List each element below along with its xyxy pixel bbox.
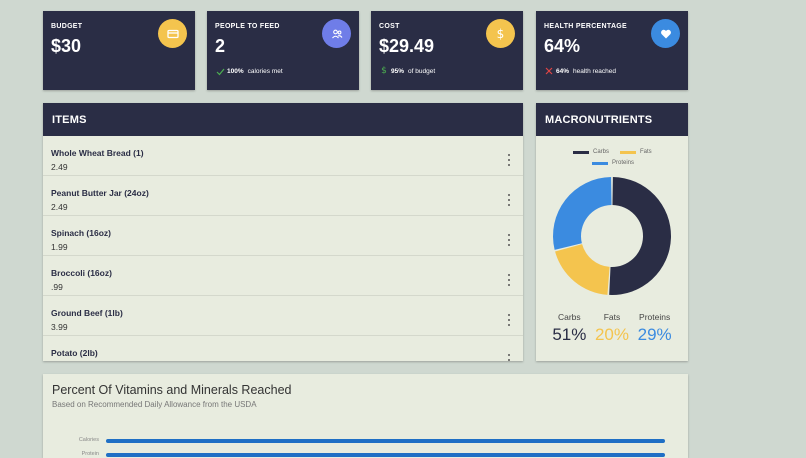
macro-value: 20%	[594, 325, 629, 344]
macro-label: Carbs	[557, 312, 581, 322]
card-title: BUDGET	[51, 23, 83, 30]
list-item[interactable]: Spinach (16oz) 1.99	[43, 216, 523, 256]
people-card: PEOPLE TO FEED 2 100% calories met	[207, 11, 359, 90]
more-vert-icon[interactable]	[507, 194, 511, 206]
calories-bar[interactable]	[106, 439, 665, 443]
card-title: PEOPLE TO FEED	[215, 23, 280, 30]
macronutrients-panel: MACRONUTRIENTS Carbs Fats Proteins Carbs…	[536, 103, 688, 361]
check-icon	[215, 66, 225, 76]
legend-label: Proteins	[612, 160, 635, 166]
item-name: Peanut Butter Jar (24oz)	[51, 188, 149, 198]
legend-swatch	[573, 150, 589, 154]
card-footer: 64% health reached	[544, 66, 616, 76]
donut-slice-carbs[interactable]	[609, 177, 671, 295]
card-title: COST	[379, 23, 400, 30]
card-value: 64%	[544, 36, 581, 56]
items-panel-title: ITEMS	[43, 103, 523, 136]
legend-item-carbs[interactable]: Carbs	[573, 149, 609, 155]
list-item[interactable]: Potato (2lb)	[43, 336, 523, 361]
footer-text: health reached	[573, 67, 617, 75]
list-item[interactable]: Broccoli (16oz) .99	[43, 256, 523, 296]
card-footer: $ 95% of budget	[379, 66, 435, 76]
donut-slice-proteins[interactable]	[553, 177, 612, 250]
item-price: .99	[51, 282, 63, 292]
macro-label: Proteins	[639, 312, 671, 322]
donut-slice-fats[interactable]	[555, 244, 610, 295]
item-price: 2.49	[51, 202, 68, 212]
more-vert-icon[interactable]	[507, 154, 511, 166]
people-icon	[322, 19, 351, 48]
heart-icon	[651, 19, 680, 48]
card-title: HEALTH PERCENTAGE	[544, 23, 628, 30]
x-icon	[544, 66, 554, 76]
legend-label: Fats	[640, 149, 652, 155]
macro-stat-proteins: Proteins 29%	[638, 312, 672, 345]
item-price: 3.99	[51, 322, 68, 332]
card-value: $29.49	[379, 36, 435, 56]
macro-value: 29%	[637, 325, 672, 344]
dollar-icon: $	[486, 19, 515, 48]
item-name: Whole Wheat Bread (1)	[51, 148, 144, 158]
list-item[interactable]: Peanut Butter Jar (24oz) 2.49	[43, 176, 523, 216]
card-footer: 100% calories met	[215, 66, 283, 76]
bar-label: Protein	[81, 451, 99, 457]
dollar-icon: $	[381, 66, 387, 76]
footer-text: of budget	[408, 67, 436, 75]
card-value: $30	[51, 36, 82, 56]
macro-stat-carbs: Carbs 51%	[552, 312, 586, 345]
health-card: HEALTH PERCENTAGE 64% 64% health reached	[536, 11, 688, 90]
protein-bar[interactable]	[106, 453, 665, 457]
bar-label: Calories	[78, 437, 99, 443]
item-price: 1.99	[51, 242, 68, 252]
items-list[interactable]: Whole Wheat Bread (1) 2.49 Peanut Butter…	[43, 136, 523, 361]
vitamins-title: Percent Of Vitamins and Minerals Reached	[52, 383, 292, 397]
macro-label: Fats	[603, 312, 621, 322]
item-name: Ground Beef (1lb)	[51, 308, 123, 318]
macronutrient-donut-chart[interactable]	[536, 171, 688, 311]
items-panel: ITEMS Whole Wheat Bread (1) 2.49 Peanut …	[43, 103, 523, 361]
footer-percent: 95%	[391, 67, 405, 75]
macro-value: 51%	[552, 325, 587, 344]
cost-card: COST $29.49 $ $ 95% of budget	[371, 11, 523, 90]
wallet-icon	[158, 19, 187, 48]
list-item[interactable]: Ground Beef (1lb) 3.99	[43, 296, 523, 336]
vitamins-panel: Percent Of Vitamins and Minerals Reached…	[43, 374, 688, 458]
more-vert-icon[interactable]	[507, 314, 511, 326]
legend-swatch	[620, 150, 636, 154]
legend-item-fats[interactable]: Fats	[620, 149, 652, 155]
macro-stat-fats: Fats 20%	[595, 312, 629, 345]
item-name: Broccoli (16oz)	[51, 268, 112, 278]
more-vert-icon[interactable]	[507, 354, 511, 361]
item-price: 2.49	[51, 162, 68, 172]
macro-stats: Carbs 51% Fats 20% Proteins 29%	[536, 312, 688, 345]
footer-text: calories met	[247, 67, 283, 75]
legend-swatch	[592, 161, 608, 165]
legend-label: Carbs	[593, 149, 610, 155]
budget-card: BUDGET $30	[43, 11, 195, 90]
more-vert-icon[interactable]	[507, 234, 511, 246]
list-item[interactable]: Whole Wheat Bread (1) 2.49	[43, 136, 523, 176]
item-name: Potato (2lb)	[51, 348, 98, 358]
macros-panel-title: MACRONUTRIENTS	[536, 103, 688, 136]
card-value: 2	[215, 36, 226, 56]
item-name: Spinach (16oz)	[51, 228, 111, 238]
vitamins-subtitle: Based on Recommended Daily Allowance fro…	[52, 400, 257, 409]
more-vert-icon[interactable]	[507, 274, 511, 286]
footer-percent: 64%	[556, 67, 570, 75]
legend-item-proteins[interactable]: Proteins	[592, 160, 634, 166]
footer-percent: 100%	[227, 67, 244, 75]
